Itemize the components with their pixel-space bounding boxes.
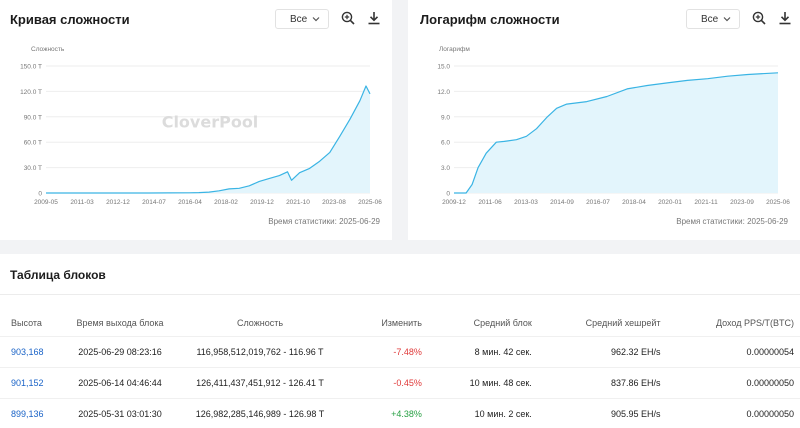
x-tick-label: 2025-06 — [358, 199, 382, 206]
x-tick-label: 2023-08 — [322, 199, 346, 206]
range-select[interactable]: Все — [686, 9, 740, 29]
range-select-value: Все — [290, 13, 308, 25]
y-tick-label: 0 — [38, 191, 42, 198]
x-tick-label: 2014-07 — [142, 199, 166, 206]
y-tick-label: 90.0 T — [24, 114, 42, 121]
divider — [0, 294, 800, 295]
difficulty-curve-card: Кривая сложности Все Сложность 0 30.0 T 60.… — [0, 0, 392, 240]
y-tick-label: 3.0 — [441, 165, 450, 172]
x-tick-label: 2011-03 — [70, 199, 94, 206]
y-axis-label: Логарифм — [439, 46, 470, 53]
avg-block-time: 10 мин. 2 сек. — [427, 397, 538, 428]
y-tick-label: 0 — [446, 191, 450, 198]
table-title: Таблица блоков — [10, 268, 106, 282]
x-tick-label: 2016-07 — [586, 199, 610, 206]
difficulty-change: -7.48% — [350, 335, 428, 367]
avg-block-time: 10 мин. 48 сек. — [427, 366, 538, 398]
x-tick-label: 2019-12 — [250, 199, 274, 206]
chevron-down-icon — [312, 17, 320, 22]
block-height-link[interactable]: 903,168 — [0, 335, 70, 367]
x-tick-label: 2009-12 — [442, 199, 466, 206]
x-tick-label: 2018-04 — [622, 199, 646, 206]
table-row: 903,168 2025-06-29 08:23:16 116,958,512,… — [0, 335, 800, 367]
x-tick-label: 2014-09 — [550, 199, 574, 206]
y-tick-label: 30.0 T — [24, 165, 42, 172]
difficulty-chart: Сложность 0 30.0 T 60.0 T 90.0 T 120.0 T 150.0… — [20, 46, 382, 206]
block-difficulty: 116,958,512,019,762 - 116.96 T — [170, 335, 350, 367]
difficulty-log-card: Логарифм сложности Все Логарифм 0 3.0 6.0 9.… — [408, 0, 800, 240]
card-title: Логарифм сложности — [420, 12, 560, 27]
download-icon[interactable] — [778, 11, 792, 25]
pps-income: 0.00000050 — [666, 366, 800, 398]
y-tick-label: 150.0 T — [20, 64, 42, 71]
header-avg-block[interactable]: Средний блок — [473, 317, 532, 328]
avg-block-time: 8 мин. 42 сек. — [427, 335, 538, 367]
range-select[interactable]: Все — [275, 9, 329, 29]
watermark: CloverPool — [162, 113, 259, 132]
header-difficulty[interactable]: Сложность — [236, 317, 284, 328]
x-tick-label: 2016-04 — [178, 199, 202, 206]
pps-income: 0.00000050 — [666, 397, 800, 428]
y-tick-label: 120.0 T — [20, 89, 42, 96]
difficulty-change: +4.38% — [350, 397, 428, 428]
block-difficulty: 126,982,285,146,989 - 126.98 T — [170, 397, 350, 428]
block-time: 2025-06-14 04:46:44 — [70, 366, 170, 398]
avg-hashrate: 905.95 EH/s — [537, 397, 667, 428]
header-income[interactable]: Доход PPS/T(BTC) — [715, 317, 794, 328]
y-tick-label: 12.0 — [437, 89, 450, 96]
block-time: 2025-06-29 08:23:16 — [70, 335, 170, 367]
blocks-table: Высота Время выхода блока Сложность Изме… — [0, 310, 800, 428]
avg-hashrate: 837.86 EH/s — [537, 366, 667, 398]
avg-hashrate: 962.32 EH/s — [537, 335, 667, 367]
y-tick-label: 9.0 — [441, 114, 450, 121]
series-area — [46, 86, 370, 193]
block-height-link[interactable]: 899,136 — [0, 397, 70, 428]
x-tick-label: 2025-06 — [766, 199, 790, 206]
x-tick-label: 2020-01 — [658, 199, 682, 206]
x-tick-label: 2018-02 — [214, 199, 238, 206]
y-axis-label: Сложность — [31, 46, 65, 53]
block-height-link[interactable]: 901,152 — [0, 366, 70, 398]
x-tick-label: 2021-11 — [694, 199, 718, 206]
header-time[interactable]: Время выхода блока — [76, 317, 164, 328]
y-tick-label: 15.0 — [437, 64, 450, 71]
x-tick-label: 2013-03 — [514, 199, 538, 206]
pps-income: 0.00000054 — [666, 335, 800, 367]
download-icon[interactable] — [367, 11, 381, 25]
header-height[interactable]: Высота — [11, 317, 42, 328]
card-title: Кривая сложности — [10, 12, 130, 27]
range-select-value: Все — [701, 13, 719, 25]
table-row: 899,136 2025-05-31 03:01:30 126,982,285,… — [0, 397, 800, 428]
header-change[interactable]: Изменить — [381, 317, 422, 328]
y-tick-label: 6.0 — [441, 140, 450, 147]
series-line — [454, 72, 779, 194]
x-tick-label: 2012-12 — [106, 199, 130, 206]
series-area — [454, 72, 778, 193]
x-tick-label: 2021-10 — [286, 199, 310, 206]
statistics-time: Время статистики: 2025-06-29 — [268, 217, 380, 226]
y-tick-label: 60.0 T — [24, 140, 42, 147]
chevron-down-icon — [723, 17, 731, 22]
block-time: 2025-05-31 03:01:30 — [70, 397, 170, 428]
difficulty-change: -0.45% — [350, 366, 428, 398]
block-difficulty: 126,411,437,451,912 - 126.41 T — [170, 366, 350, 398]
table-row: 901,152 2025-06-14 04:46:44 126,411,437,… — [0, 366, 800, 398]
header-hashrate[interactable]: Средний хешрейт — [585, 317, 661, 328]
log-difficulty-chart: Логарифм 0 3.0 6.0 9.0 12.0 15.0 2009-12 2011-06… — [437, 46, 790, 206]
zoom-in-icon[interactable] — [341, 11, 355, 25]
zoom-in-icon[interactable] — [752, 11, 766, 25]
blocks-table-card: Таблица блоков Высота Время выхода блока… — [0, 254, 800, 428]
x-tick-label: 2011-06 — [478, 199, 502, 206]
statistics-time: Время статистики: 2025-06-29 — [676, 217, 788, 226]
table-header-row: Высота Время выхода блока Сложность Изме… — [0, 310, 800, 336]
x-tick-label: 2009-05 — [34, 199, 58, 206]
series-line — [46, 85, 371, 194]
x-tick-label: 2023-09 — [730, 199, 754, 206]
